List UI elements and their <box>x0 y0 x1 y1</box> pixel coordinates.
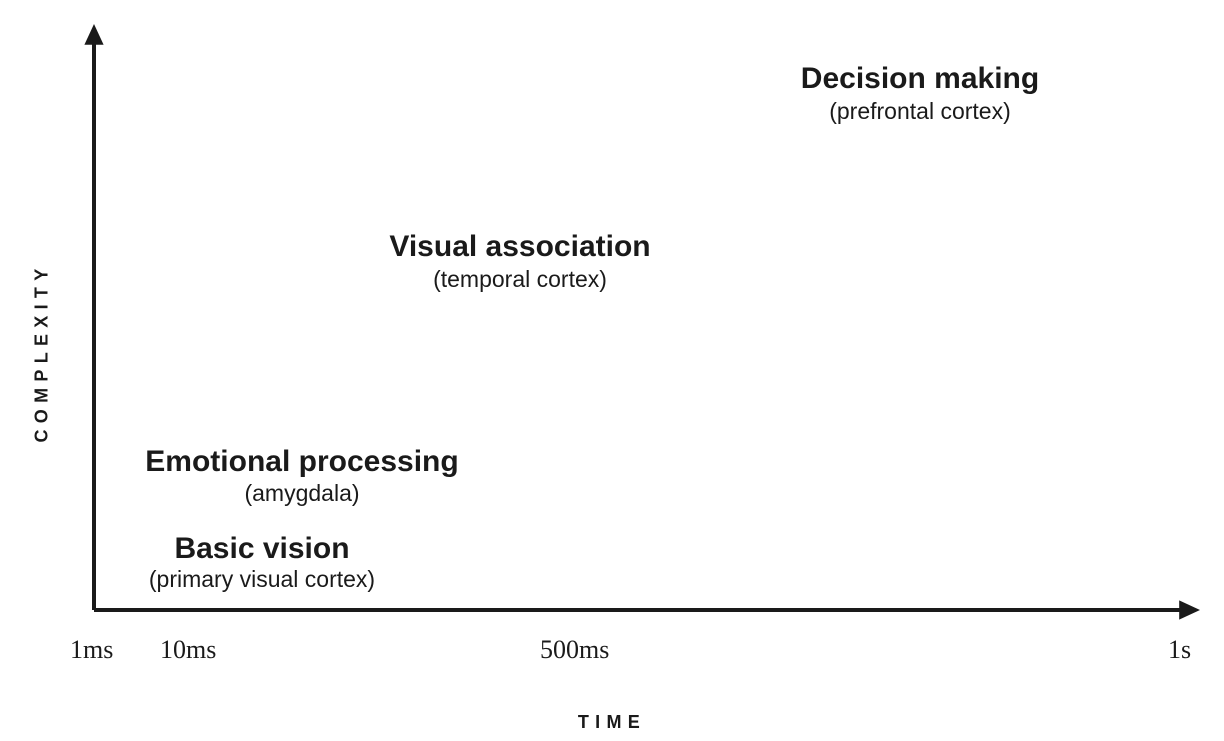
data-point-subtitle: (amygdala) <box>2 480 602 507</box>
data-point-title: Basic vision <box>0 532 562 566</box>
data-point-title: Decision making <box>620 62 1220 96</box>
x-tick-label: 10ms <box>160 635 216 665</box>
x-tick-label: 1ms <box>70 635 113 665</box>
y-axis-label: COMPLEXITY <box>32 283 53 443</box>
data-point-title: Emotional processing <box>2 445 602 479</box>
data-point-title: Visual association <box>220 230 820 264</box>
x-axis-label: TIME <box>552 712 672 733</box>
data-point-subtitle: (prefrontal cortex) <box>620 98 1220 125</box>
x-tick-label: 500ms <box>540 635 609 665</box>
data-point-subtitle: (temporal cortex) <box>220 266 820 293</box>
x-tick-label: 1s <box>1168 635 1191 665</box>
data-point-subtitle: (primary visual cortex) <box>0 566 562 593</box>
chart-plot-area: COMPLEXITY TIME 1ms 10ms 500ms 1s Basic vis… <box>0 0 1224 741</box>
